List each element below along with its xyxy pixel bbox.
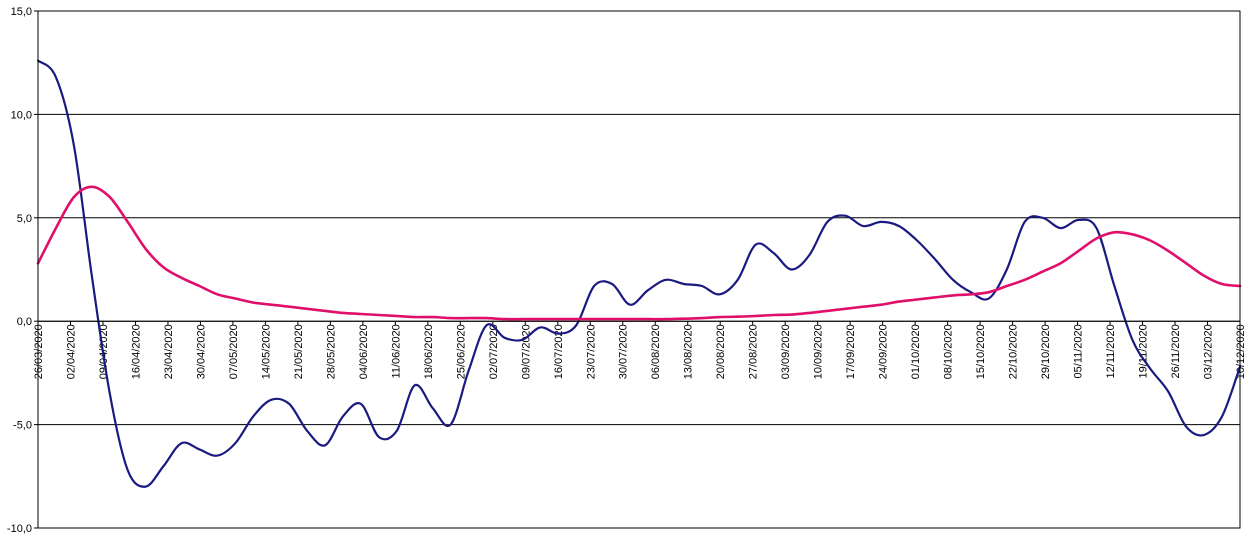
series-line-1 xyxy=(36,59,1242,488)
x-tick-label: 02/04/2020 xyxy=(65,324,77,379)
plot-frame xyxy=(37,10,1241,529)
x-tick-label: 28/05/2020 xyxy=(325,324,337,379)
x-tick-label: 23/04/2020 xyxy=(163,324,175,379)
x-tick-label: 03/12/2020 xyxy=(1203,324,1215,379)
x-tick-label: 14/05/2020 xyxy=(260,324,272,379)
x-tick-label: 17/09/2020 xyxy=(845,324,857,379)
x-tick-labels: 26/03/2020 02/04/2020 09/04/2020 16/04/2020… xyxy=(33,321,1247,379)
x-tick-label: 08/10/2020 xyxy=(943,324,955,379)
x-tick-label: 16/07/2020 xyxy=(553,324,565,379)
x-tick-label: 24/09/2020 xyxy=(878,324,890,379)
x-tick-label: 03/09/2020 xyxy=(780,324,792,379)
y-tick-label: 5,0 xyxy=(17,213,32,225)
x-tick-label: 04/06/2020 xyxy=(358,324,370,379)
x-tick-label: 20/08/2020 xyxy=(715,324,727,379)
x-tick-label: 26/03/2020 xyxy=(33,324,45,379)
x-tick-label: 12/11/2020 xyxy=(1105,324,1117,378)
x-tick-label: 02/07/2020 xyxy=(488,324,500,379)
x-tick-label: 11/06/2020 xyxy=(390,324,402,378)
series-lines xyxy=(36,59,1242,488)
y-tick-label: -5,0 xyxy=(13,420,32,432)
y-tick-label: 10,0 xyxy=(11,109,32,121)
x-tick-label: 13/08/2020 xyxy=(683,324,695,379)
x-tick-label: 27/08/2020 xyxy=(748,324,760,379)
y-tick-label: 15,0 xyxy=(11,6,32,18)
x-tick-label: 18/06/2020 xyxy=(423,324,435,379)
x-tick-label: 25/06/2020 xyxy=(455,324,467,379)
x-tick-label: 16/04/2020 xyxy=(130,324,142,379)
y-tick-labels: 15,0 10,0 5,0 0,0 -5,0 -10,0 xyxy=(7,6,32,535)
x-tick-label: 10/12/2020 xyxy=(1235,324,1247,379)
x-tick-label: 30/04/2020 xyxy=(195,324,207,379)
x-tick-label: 22/10/2020 xyxy=(1008,324,1020,379)
x-tick-label: 21/05/2020 xyxy=(293,324,305,379)
x-tick-label: 30/07/2020 xyxy=(618,324,630,379)
x-tick-label: 10/09/2020 xyxy=(813,324,825,379)
x-tick-label: 06/08/2020 xyxy=(650,324,662,379)
series-line-2 xyxy=(36,185,1242,321)
x-tick-label: 23/07/2020 xyxy=(585,324,597,379)
x-tick-label: 09/07/2020 xyxy=(520,324,532,379)
y-tick-label: 0,0 xyxy=(17,316,32,328)
x-tick-label: 15/10/2020 xyxy=(975,324,987,379)
x-tick-label: 01/10/2020 xyxy=(910,324,922,379)
y-tick-label: -10,0 xyxy=(7,523,32,535)
x-tick-label: 05/11/2020 xyxy=(1073,324,1085,378)
x-tick-label: 29/10/2020 xyxy=(1040,324,1052,379)
x-tick-label: 26/11/2020 xyxy=(1170,324,1182,378)
x-tick-label: 07/05/2020 xyxy=(228,324,240,379)
